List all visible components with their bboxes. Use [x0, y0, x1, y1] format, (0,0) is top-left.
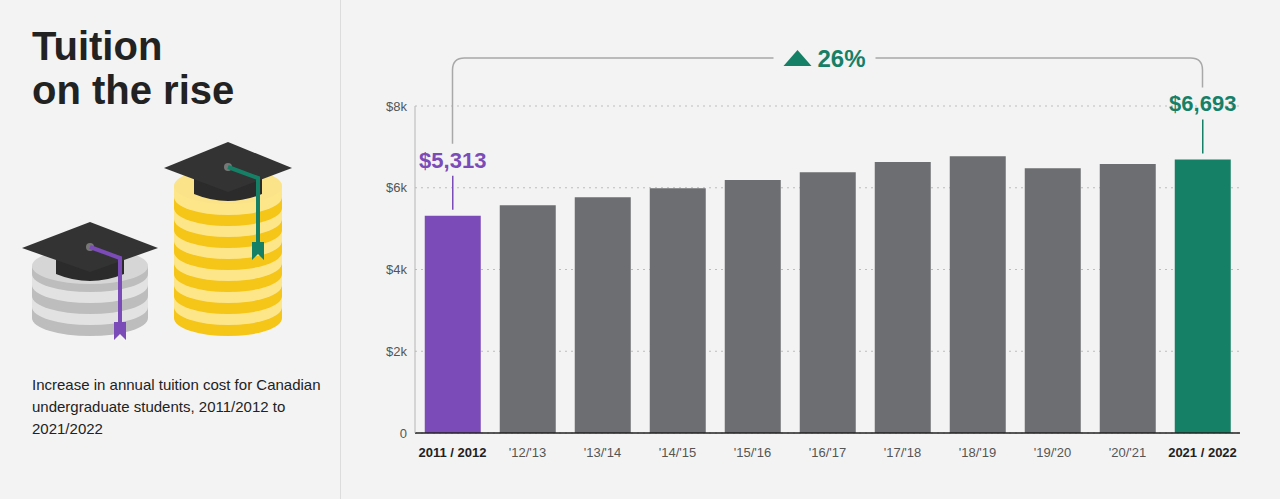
svg-text:2011 / 2012: 2011 / 2012 [419, 445, 487, 460]
html-text:on the rise: on the rise [32, 68, 235, 112]
svg-text:$8k: $8k [386, 99, 407, 114]
svg-text:'13/'14: '13/'14 [584, 445, 622, 460]
svg-text:'14/'15: '14/'15 [659, 445, 697, 460]
svg-text:0: 0 [400, 426, 407, 441]
svg-text:$2k: $2k [386, 344, 407, 359]
svg-text:'17/'18: '17/'18 [884, 445, 922, 460]
svg-text:'16/'17: '16/'17 [809, 445, 847, 460]
svg-text:$6,693: $6,693 [1169, 91, 1236, 116]
svg-text:26%: 26% [818, 45, 866, 72]
svg-text:$5,313: $5,313 [419, 148, 486, 173]
svg-text:$6k: $6k [386, 180, 407, 195]
html-text:Tuition: Tuition [32, 24, 163, 68]
html-text:Increase in annual tuition cos: Increase in annual tuition cost for Cana… [32, 376, 321, 437]
svg-text:'18/'19: '18/'19 [959, 445, 997, 460]
svg-text:2021 / 2022: 2021 / 2022 [1168, 445, 1237, 460]
svg-text:$4k: $4k [386, 262, 407, 277]
svg-text:'20/'21: '20/'21 [1109, 445, 1147, 460]
svg-text:'15/'16: '15/'16 [734, 445, 772, 460]
svg-text:'12/'13: '12/'13 [509, 445, 547, 460]
svg-text:'19/'20: '19/'20 [1034, 445, 1072, 460]
